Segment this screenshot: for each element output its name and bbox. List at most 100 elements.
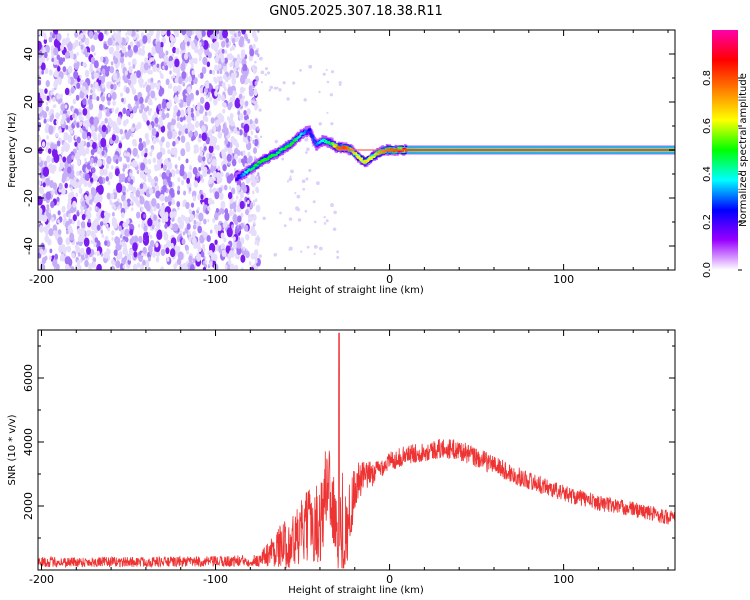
noise-speck [212, 125, 217, 133]
noise-speck [112, 100, 116, 106]
noise-speck [64, 104, 68, 109]
noise-speck [136, 211, 141, 219]
noise-speck [318, 246, 323, 251]
noise-speck [132, 242, 138, 252]
noise-speck [249, 119, 253, 125]
noise-speck [161, 136, 165, 143]
noise-speck [107, 144, 110, 149]
noise-speck [188, 236, 192, 242]
noise-speck [221, 249, 227, 258]
ridge-cell [363, 161, 366, 164]
noise-speck [288, 246, 293, 251]
noise-speck [62, 113, 67, 121]
ridge-cell [317, 142, 321, 145]
noise-speck [234, 60, 240, 68]
noise-speck [220, 208, 225, 215]
noise-speck [236, 246, 242, 255]
noise-speck [197, 73, 201, 78]
noise-speck [176, 116, 180, 122]
noise-speck [107, 93, 111, 98]
noise-speck [85, 253, 89, 259]
noise-speck [51, 57, 54, 62]
noise-speck [203, 218, 207, 225]
noise-speck [44, 126, 49, 134]
noise-speck [109, 66, 115, 74]
noise-speck [61, 172, 68, 182]
noise-speck [258, 108, 262, 112]
ridge-cell [357, 155, 361, 158]
noise-speck [183, 101, 187, 108]
noise-speck [203, 91, 207, 97]
noise-speck [192, 210, 195, 215]
noise-speck [244, 77, 249, 85]
noise-speck [248, 178, 251, 183]
noise-speck [91, 261, 96, 268]
noise-speck [84, 157, 87, 162]
noise-speck [330, 203, 334, 207]
noise-speck [221, 151, 227, 160]
noise-speck [106, 192, 111, 200]
noise-speck [122, 264, 125, 269]
noise-speck [88, 229, 92, 236]
noise-speck [172, 222, 179, 232]
noise-speck [338, 83, 342, 87]
noise-speck [102, 73, 106, 79]
noise-speck [152, 157, 157, 164]
noise-speck [235, 97, 240, 104]
noise-speck [202, 201, 205, 206]
noise-speck [172, 140, 176, 147]
noise-speck [239, 191, 244, 199]
noise-speck [288, 177, 293, 182]
ridge-cell [286, 142, 290, 146]
noise-speck [209, 139, 214, 147]
noise-speck [214, 64, 219, 71]
noise-speck [254, 66, 258, 70]
noise-speck [151, 197, 157, 207]
noise-speck [74, 58, 78, 64]
noise-speck [71, 155, 75, 160]
noise-speck [228, 209, 234, 217]
noise-speck [161, 217, 166, 224]
noise-speck [180, 148, 186, 157]
noise-speck [209, 188, 213, 194]
noise-speck [237, 215, 242, 223]
noise-speck [219, 114, 225, 123]
noise-speck [43, 32, 47, 38]
noise-speck [99, 221, 104, 227]
noise-speck [110, 61, 114, 66]
noise-speck [80, 172, 84, 178]
noise-speck [200, 235, 204, 241]
noise-speck [58, 128, 62, 134]
noise-speck [213, 263, 219, 270]
noise-speck [82, 98, 87, 106]
ridge-cell [289, 144, 292, 147]
noise-speck [238, 66, 241, 71]
noise-speck [210, 117, 215, 124]
ridge-cell [264, 158, 268, 161]
noise-speck [201, 178, 205, 183]
noise-speck [95, 72, 99, 78]
noise-speck [136, 169, 140, 175]
ridge-cell [319, 141, 323, 146]
noise-speck [326, 111, 329, 114]
noise-speck [64, 52, 69, 59]
ridge-cell [256, 164, 259, 167]
noise-speck [107, 37, 113, 46]
noise-speck [201, 243, 205, 249]
noise-speck [253, 88, 258, 95]
noise-speck [214, 145, 217, 150]
noise-speck [63, 213, 67, 219]
noise-speck [143, 166, 149, 174]
noise-speck [214, 191, 220, 200]
noise-speck [231, 77, 237, 85]
noise-speck [100, 137, 107, 148]
noise-speck [304, 151, 308, 154]
noise-speck [91, 167, 96, 174]
noise-speck [180, 264, 184, 270]
noise-speck [130, 207, 134, 212]
noise-speck [85, 125, 89, 130]
noise-speck [129, 179, 134, 185]
noise-speck [121, 97, 124, 103]
noise-speck [100, 229, 104, 235]
noise-speck [202, 255, 206, 261]
